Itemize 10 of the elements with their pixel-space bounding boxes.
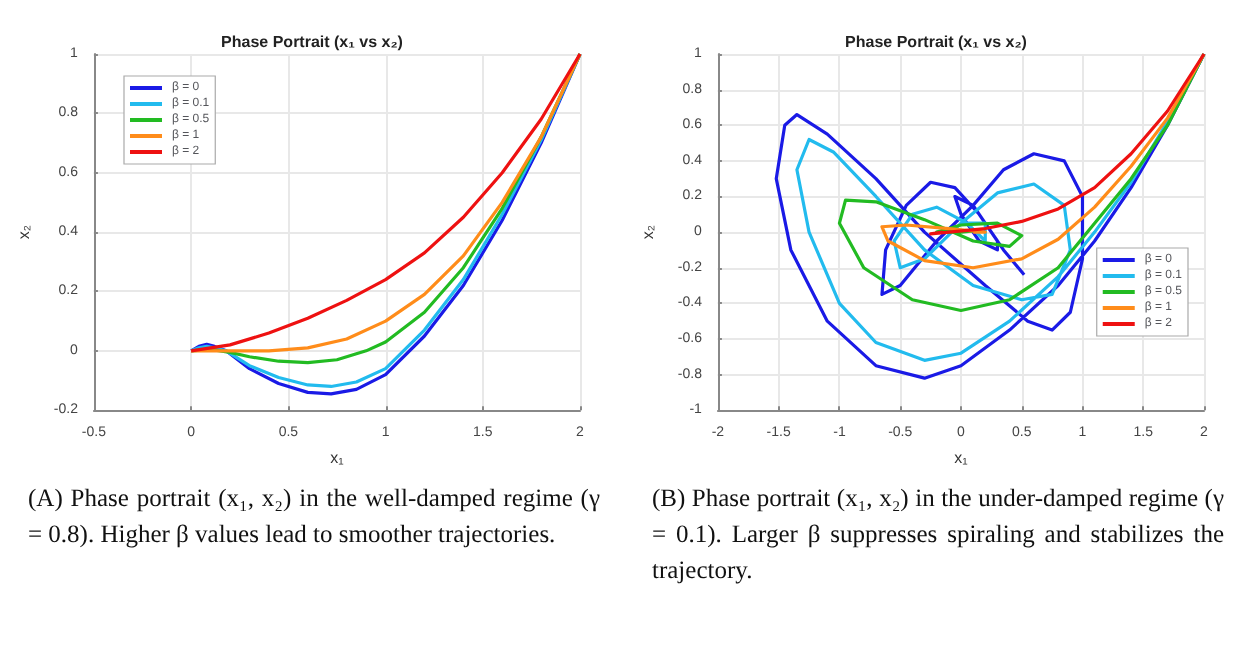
y-axis-title: x₂: [639, 224, 657, 240]
x-axis-title: x₁: [330, 449, 345, 467]
text: (A) Phase portrait (x₁, x₂) in the well-damped regime (γ = 0.8). Higher β values lead to smoother trajectories.: [28, 482, 600, 552]
line-series: [928, 52, 1206, 236]
x-axis-title: x₁: [954, 449, 969, 467]
y-axis-title: x₂: [15, 224, 33, 240]
line-series: [837, 52, 1206, 313]
chart-title: Phase Portrait (x₁ vs x₂): [221, 33, 404, 51]
chart-title: Phase Portrait (x₁ vs x₂): [845, 33, 1028, 51]
text: (B) Phase portrait (x₁, x₂) in the under-damped regime (γ = 0.1). Larger β suppresses spiraling and stabilizes the trajectory.: [652, 482, 1224, 588]
